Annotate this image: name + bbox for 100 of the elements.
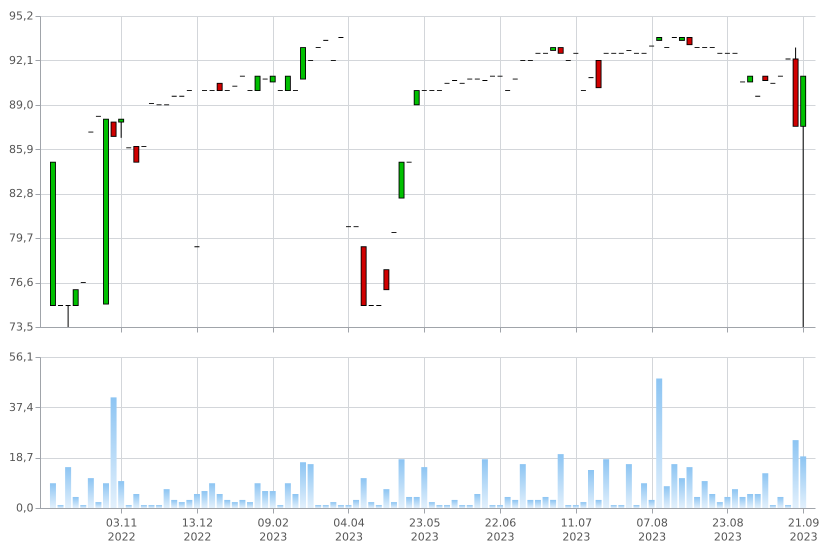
bar — [641, 483, 648, 508]
bar — [95, 502, 102, 508]
bar — [588, 470, 594, 508]
bar — [596, 500, 602, 508]
bar — [770, 505, 776, 508]
bar — [603, 459, 610, 508]
bar — [315, 505, 322, 508]
y-tick-label: 0,0 — [16, 502, 34, 514]
bar — [671, 464, 678, 508]
bar — [239, 500, 246, 508]
bar — [58, 505, 64, 508]
bar — [133, 494, 140, 508]
bar — [648, 500, 655, 508]
bar — [428, 502, 435, 508]
x-tick-label: 07.08 2023 — [636, 516, 668, 544]
x-tick-label: 03.11 2022 — [106, 516, 138, 544]
x-tick-label: 21.09 2023 — [788, 516, 820, 544]
bar — [626, 464, 632, 508]
bar — [702, 481, 708, 508]
bar — [164, 489, 170, 508]
bar — [80, 505, 86, 508]
bar — [436, 505, 442, 508]
bar — [300, 462, 306, 508]
bar — [504, 496, 511, 508]
x-tick-label: 23.08 2023 — [712, 516, 744, 544]
bar — [444, 505, 450, 508]
y-tick-label: 85,9 — [9, 142, 34, 156]
bar — [777, 496, 784, 508]
bar — [406, 496, 412, 508]
candlestick — [254, 76, 261, 91]
bar — [527, 500, 534, 508]
bar — [148, 505, 154, 508]
bar — [360, 478, 367, 508]
bar — [224, 500, 230, 508]
bar — [186, 500, 192, 508]
bar — [246, 502, 253, 508]
y-tick-label: 95,2 — [9, 10, 34, 22]
y-tick-label: 82,8 — [9, 187, 34, 200]
bar — [156, 505, 162, 508]
bar — [740, 496, 746, 508]
bar — [466, 505, 473, 508]
bar — [398, 459, 405, 508]
bar — [232, 502, 238, 508]
bar — [686, 467, 693, 508]
x-tick-label: 13.12 2022 — [182, 516, 214, 544]
bar — [497, 505, 504, 508]
y-tick-label: 56,1 — [9, 350, 34, 364]
bar — [330, 502, 336, 508]
bar — [103, 483, 110, 508]
bar — [580, 502, 586, 508]
bar — [390, 502, 397, 508]
candlestick — [65, 305, 72, 328]
candlestick — [72, 289, 79, 306]
bar — [194, 494, 200, 508]
bar — [724, 496, 730, 508]
candlestick — [383, 269, 390, 290]
bar — [747, 494, 754, 508]
bar — [762, 473, 768, 508]
bar — [118, 481, 124, 508]
bar — [716, 502, 723, 508]
bar — [664, 486, 670, 508]
bar — [534, 500, 541, 508]
bar — [178, 502, 185, 508]
bar — [376, 505, 382, 508]
bar — [140, 505, 147, 508]
bar — [709, 494, 716, 508]
y-tick-label: 92,1 — [9, 54, 34, 67]
x-tick-label: 22.06 2023 — [484, 516, 516, 544]
y-tick-label: 76,6 — [9, 276, 34, 290]
x-tick-label: 23.05 2023 — [409, 516, 441, 544]
x-tick-label: 04.04 2023 — [333, 516, 365, 544]
bar — [277, 505, 284, 508]
bar — [262, 491, 268, 508]
bar — [421, 467, 428, 508]
bar — [126, 505, 132, 508]
bar — [558, 454, 564, 508]
y-tick-label: 89,0 — [9, 98, 34, 112]
bar — [565, 505, 572, 508]
bar — [254, 483, 261, 508]
bar — [610, 505, 617, 508]
bar — [88, 478, 94, 508]
bar — [284, 483, 291, 508]
bar — [520, 464, 526, 508]
y-tick-label: 79,7 — [9, 232, 34, 245]
bar — [732, 489, 738, 508]
bar — [353, 500, 360, 508]
bar — [368, 502, 374, 508]
bar — [216, 494, 223, 508]
bar — [50, 483, 56, 508]
bar — [338, 505, 344, 508]
x-tick-label: 11.07 2023 — [560, 516, 592, 544]
bar — [322, 505, 329, 508]
bar — [72, 496, 79, 508]
bar — [542, 496, 549, 508]
bar — [292, 494, 298, 508]
bar — [754, 494, 761, 508]
bar — [459, 505, 466, 508]
y-tick-label: 37,4 — [9, 400, 34, 414]
bar — [489, 505, 496, 508]
bar — [209, 483, 216, 508]
